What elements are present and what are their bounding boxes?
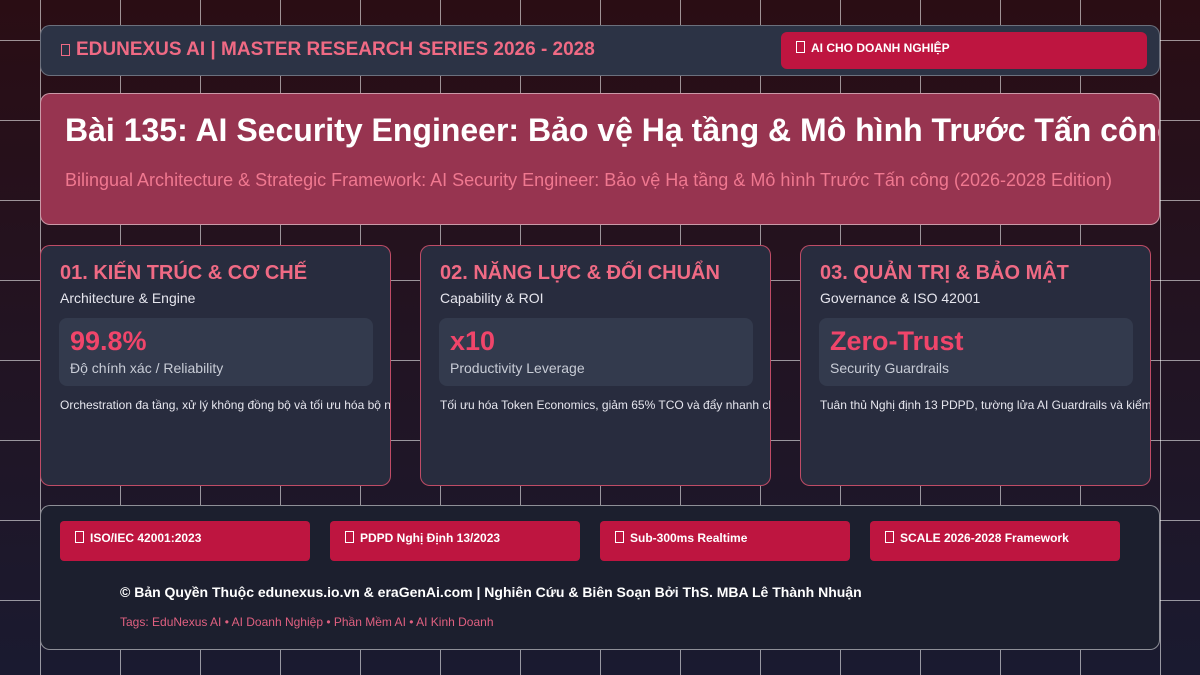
metric-label: Productivity Leverage [450,360,585,376]
icon [345,531,354,543]
card-title: 03. QUẢN TRỊ & BẢO MẬT [820,262,1069,284]
card-description: Orchestration đa tầng, xử lý không đồng … [60,398,391,412]
metric-box: x10 Productivity Leverage [439,318,753,386]
badge-text: ISO/IEC 42001:2023 [90,531,202,545]
card-subtitle: Governance & ISO 42001 [820,290,981,306]
card-subtitle: Capability & ROI [440,290,544,306]
card-subtitle: Architecture & Engine [60,290,196,306]
icon [796,41,805,53]
brand: EDUNEXUS AI | MASTER RESEARCH SERIES 202… [61,39,595,61]
footer-badge[interactable]: Sub-300ms Realtime [600,521,850,561]
footer-badge[interactable]: ISO/IEC 42001:2023 [60,521,310,561]
icon [615,531,624,543]
hero: Bài 135: AI Security Engineer: Bảo vệ Hạ… [40,93,1160,225]
card-title: 02. NĂNG LỰC & ĐỐI CHUẨN [440,262,720,284]
footer-badge[interactable]: PDPD Nghị Định 13/2023 [330,521,580,561]
icon [75,531,84,543]
hero-title: Bài 135: AI Security Engineer: Bảo vệ Hạ… [65,112,1160,148]
badge-text: Sub-300ms Realtime [630,531,748,545]
metric-value: 99.8% [70,326,147,356]
metric-label: Độ chính xác / Reliability [70,360,224,376]
badge-text: PDPD Nghị Định 13/2023 [360,531,501,545]
metric-box: Zero-Trust Security Guardrails [819,318,1133,386]
card-title: 01. KIẾN TRÚC & CƠ CHẾ [60,262,308,284]
icon [885,531,894,543]
brand-text: EDUNEXUS AI | MASTER RESEARCH SERIES 202… [76,39,595,60]
card: 02. NĂNG LỰC & ĐỐI CHUẨN Capability & ROI… [420,245,771,486]
card: 01. KIẾN TRÚC & CƠ CHẾ Architecture & Eng… [40,245,391,486]
badge-text: AI CHO DOANH NGHIỆP [811,41,950,55]
card-description: Tuân thủ Nghị định 13 PDPD, tường lửa AI… [820,398,1151,412]
metric-value: x10 [450,326,496,356]
metric-box: 99.8% Độ chính xác / Reliability [59,318,373,386]
footer-badge[interactable]: SCALE 2026-2028 Framework [870,521,1120,561]
badge-text: SCALE 2026-2028 Framework [900,531,1069,545]
icon [61,44,70,56]
metric-value: Zero-Trust [830,326,964,356]
header: EDUNEXUS AI | MASTER RESEARCH SERIES 202… [40,25,1160,76]
tags: Tags: EduNexus AI • AI Doanh Nghiệp • Ph… [120,615,494,629]
hero-subtitle: Bilingual Architecture & Strategic Frame… [65,170,1113,190]
badge[interactable]: AI CHO DOANH NGHIỆP [781,32,1147,69]
copyright: © Bản Quyền Thuộc edunexus.io.vn & eraGe… [120,584,862,600]
footer: © Bản Quyền Thuộc edunexus.io.vn & eraGe… [40,505,1160,650]
metric-label: Security Guardrails [830,360,950,376]
card: 03. QUẢN TRỊ & BẢO MẬT Governance & ISO 4… [800,245,1151,486]
card-description: Tối ưu hóa Token Economics, giảm 65% TCO… [440,398,771,412]
